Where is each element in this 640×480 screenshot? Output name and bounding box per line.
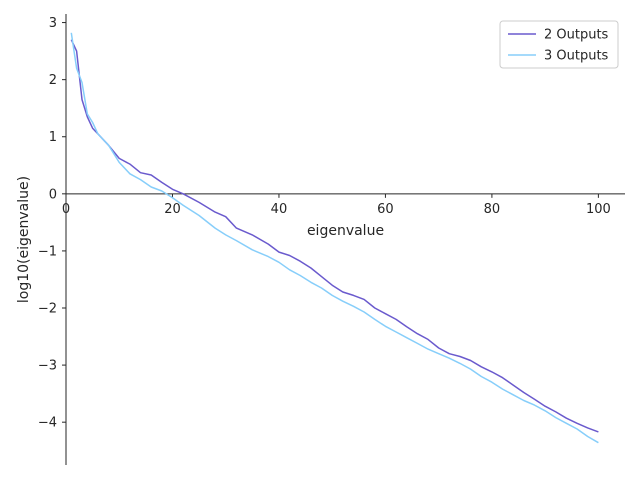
y-tick-label: −2 bbox=[38, 302, 57, 317]
y-tick-label: 1 bbox=[49, 130, 57, 145]
series-lines bbox=[70, 32, 599, 444]
x-tick-label: 100 bbox=[586, 202, 611, 217]
y-tick-label: 2 bbox=[49, 73, 57, 88]
legend-entry: 2 Outputs bbox=[544, 28, 609, 43]
x-tick-label: 40 bbox=[271, 202, 288, 217]
y-tick-label: −3 bbox=[38, 359, 57, 374]
legend-entry: 3 Outputs bbox=[544, 49, 609, 64]
y-tick-label: 3 bbox=[49, 16, 57, 31]
axes bbox=[65, 14, 625, 465]
x-axis-ticks: 0 20 40 60 80 100 bbox=[62, 193, 611, 217]
x-tick-label: 20 bbox=[164, 202, 181, 217]
y-axis-ticks: 3 2 1 0 −1 −2 −3 −4 bbox=[38, 16, 66, 431]
x-tick-label: 80 bbox=[484, 202, 501, 217]
legend: 2 Outputs 3 Outputs bbox=[499, 20, 619, 69]
series-line-2 bbox=[70, 32, 599, 444]
y-tick-label: 0 bbox=[49, 187, 57, 202]
x-axis-label: eigenvalue bbox=[307, 223, 384, 239]
series-line-1 bbox=[70, 39, 599, 433]
y-tick-label: −4 bbox=[38, 416, 57, 431]
x-tick-label: 0 bbox=[62, 202, 70, 217]
legend-box bbox=[499, 20, 619, 69]
y-axis-label: log10(eigenvalue) bbox=[16, 176, 32, 303]
x-tick-label: 60 bbox=[377, 202, 394, 217]
y-tick-label: −1 bbox=[38, 244, 57, 259]
